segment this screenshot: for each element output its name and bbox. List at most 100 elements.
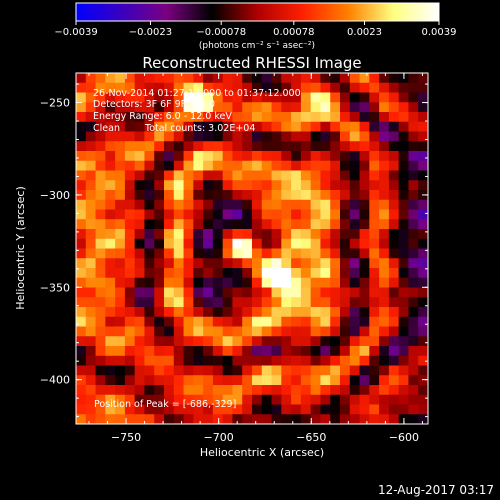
heatmap-cell [349, 326, 360, 337]
heatmap-cell [193, 297, 204, 308]
heatmap-cell [124, 151, 136, 162]
heatmap-cell [349, 73, 360, 84]
heatmap-cell [408, 170, 419, 181]
heatmap-cell [379, 248, 390, 259]
heatmap-cell [291, 151, 302, 162]
heatmap-cell [320, 307, 331, 318]
heatmap-cell [232, 199, 243, 210]
heatmap-cell [261, 190, 272, 201]
heatmap-cell [164, 121, 175, 132]
heatmap-cell [291, 404, 302, 415]
heatmap-cell [173, 131, 184, 142]
heatmap-cell [379, 190, 390, 201]
heatmap-cell [300, 229, 312, 240]
heatmap-cell [398, 297, 409, 308]
heatmap-cell [281, 209, 292, 220]
heatmap-cell [349, 307, 360, 318]
heatmap-cell [310, 336, 321, 347]
heatmap-cell [124, 287, 136, 298]
y-axis-label: Heliocentric Y (arcsec) [14, 186, 27, 310]
heatmap-cell [379, 160, 390, 171]
heatmap-cell [261, 238, 272, 249]
heatmap-cell [320, 82, 331, 93]
heatmap-cell [212, 102, 224, 113]
heatmap-cell [85, 365, 96, 376]
heatmap-cell [144, 346, 155, 357]
heatmap-cell [183, 82, 194, 93]
heatmap-cell [379, 92, 390, 103]
heatmap-cell [124, 404, 136, 415]
heatmap-cell [232, 268, 243, 279]
heatmap-cell [320, 346, 331, 357]
heatmap-cell [271, 346, 282, 357]
heatmap-cell [85, 151, 96, 162]
heatmap-cell [340, 229, 351, 240]
heatmap-cell [95, 199, 106, 210]
heatmap-cell [134, 404, 145, 415]
heatmap-cell [271, 404, 282, 415]
heatmap-cell [398, 355, 409, 366]
heatmap-cell [222, 131, 233, 142]
heatmap-cell [76, 199, 87, 210]
heatmap-cell [222, 141, 233, 152]
heatmap-cell [115, 394, 126, 405]
heatmap-cell [232, 170, 243, 181]
heatmap-cell [124, 82, 136, 93]
heatmap-cell [105, 316, 116, 327]
heatmap-cell [232, 277, 243, 288]
heatmap-cell [340, 82, 351, 93]
heatmap-cell [124, 307, 136, 318]
heatmap-cell [388, 160, 400, 171]
heatmap-cell [418, 151, 428, 162]
heatmap-cell [164, 160, 175, 171]
heatmap-cell [359, 336, 370, 347]
heatmap-cell [124, 160, 136, 171]
heatmap-cell [242, 238, 253, 249]
heatmap-cell [408, 92, 419, 103]
heatmap-cell [271, 287, 282, 298]
heatmap-cell [281, 160, 292, 171]
heatmap-cell [154, 180, 165, 191]
heatmap-cell [85, 121, 96, 132]
heatmap-cell [369, 170, 380, 181]
heatmap-cell [418, 326, 428, 337]
heatmap-cell [388, 151, 400, 162]
heatmap-cell [193, 82, 204, 93]
heatmap-cell [95, 151, 106, 162]
heatmap-cell [330, 160, 341, 171]
heatmap-cell [340, 326, 351, 337]
heatmap-cell [330, 82, 341, 93]
heatmap-cell [193, 170, 204, 181]
heatmap-cell [398, 219, 409, 230]
heatmap-cell [154, 355, 165, 366]
heatmap-cell [173, 394, 184, 405]
heatmap-cell [124, 209, 136, 220]
heatmap-cell [222, 73, 233, 84]
heatmap-cell [359, 414, 370, 424]
heatmap-cell [388, 385, 400, 396]
heatmap-cell [144, 102, 155, 113]
heatmap-cell [291, 268, 302, 279]
heatmap-cell [203, 229, 214, 240]
heatmap-cell [281, 131, 292, 142]
heatmap-cell [115, 170, 126, 181]
heatmap-cell [183, 160, 194, 171]
heatmap-cell [379, 297, 390, 308]
heatmap-cell [408, 190, 419, 201]
heatmap-cell [300, 346, 312, 357]
colorbar-tick-label: 0.00078 [273, 27, 314, 38]
heatmap-cell [310, 287, 321, 298]
heatmap-cell [418, 141, 428, 152]
heatmap-cell [359, 112, 370, 123]
heatmap-cell [164, 248, 175, 259]
heatmap-cell [212, 394, 224, 405]
heatmap-cell [291, 248, 302, 259]
heatmap-cell [320, 180, 331, 191]
heatmap-cell [183, 346, 194, 357]
heatmap-cell [232, 131, 243, 142]
heatmap-cell [388, 375, 400, 386]
heatmap-cell [115, 404, 126, 415]
heatmap-cell [134, 248, 145, 259]
heatmap-cell [85, 414, 96, 424]
heatmap-cell [183, 277, 194, 288]
